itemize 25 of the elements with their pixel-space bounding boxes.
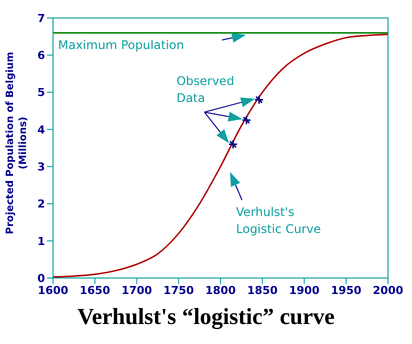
point [228, 140, 238, 150]
x-tick-label: 1950 [330, 284, 362, 297]
point [242, 115, 252, 125]
annotation: Observed Data [176, 73, 236, 108]
y-axis-title: Projected Population of Belgium (Millions) [4, 50, 30, 236]
text: Verhulst's “logistic” curve [76, 304, 336, 330]
y-tick-label: 2 [37, 198, 45, 211]
ref-line-label: Maximum Population [58, 36, 184, 54]
y-tick-label: 0 [37, 272, 46, 285]
x-tick-label: 2000 [372, 284, 404, 297]
x-tick-label: 1850 [247, 284, 278, 297]
y-tick-label: 3 [37, 160, 45, 174]
x-tick-label: 1900 [288, 284, 320, 297]
point [254, 94, 264, 104]
x-tick-label: 1650 [80, 284, 111, 297]
y-tick-label: 4 [37, 123, 46, 136]
annotation: Verhulst's Logistic Curve [236, 204, 322, 238]
x-tick-label: 1700 [121, 284, 152, 297]
y-tick-label: 1 [37, 234, 45, 248]
y-tick-label: 7 [37, 12, 45, 25]
x-tick-label: 1600 [38, 284, 69, 297]
x-tick-label: 1800 [205, 284, 236, 297]
y-tick-label: 5 [37, 86, 45, 100]
y-tick-label: 6 [37, 49, 46, 62]
x-tick-label: 1750 [163, 284, 194, 297]
